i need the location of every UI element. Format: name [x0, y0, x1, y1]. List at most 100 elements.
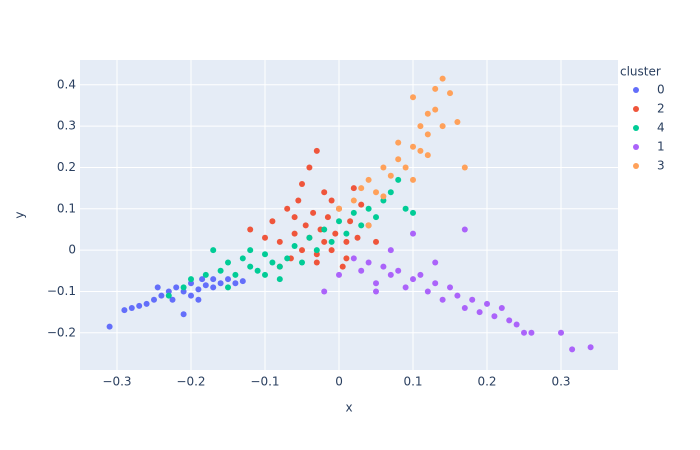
point — [402, 284, 409, 291]
point — [217, 267, 224, 274]
point — [302, 222, 309, 229]
point — [395, 176, 402, 183]
point — [439, 75, 446, 82]
point — [339, 263, 346, 270]
point — [380, 164, 387, 171]
point — [199, 276, 206, 283]
point — [195, 296, 202, 303]
point — [321, 226, 328, 233]
point — [365, 205, 372, 212]
point — [521, 329, 528, 336]
point — [343, 255, 350, 262]
legend-label[interactable]: 1 — [657, 140, 665, 154]
x-axis-title: x — [345, 401, 352, 415]
point — [154, 284, 161, 291]
point — [447, 284, 454, 291]
point — [513, 321, 520, 328]
x-tick-label: 0 — [335, 375, 343, 389]
point — [373, 238, 380, 245]
point — [210, 284, 217, 291]
point — [528, 329, 535, 336]
point — [165, 292, 172, 299]
point — [387, 189, 394, 196]
y-tick-label: −0.2 — [47, 325, 76, 339]
point — [180, 284, 187, 291]
legend-marker[interactable] — [633, 87, 639, 93]
point — [239, 278, 246, 285]
legend-marker[interactable] — [633, 125, 639, 131]
legend-title: cluster — [620, 65, 661, 79]
point — [358, 201, 365, 208]
point — [484, 300, 491, 307]
point — [558, 329, 565, 336]
point — [202, 282, 209, 289]
point — [332, 230, 339, 237]
point — [210, 247, 217, 254]
point — [276, 238, 283, 245]
point — [417, 147, 424, 154]
point — [173, 284, 180, 291]
legend-marker[interactable] — [633, 144, 639, 150]
point — [387, 172, 394, 179]
plot-area — [80, 60, 618, 370]
x-tick-label: 0.2 — [477, 375, 496, 389]
point — [291, 243, 298, 249]
point — [121, 307, 128, 314]
point — [461, 164, 468, 171]
point — [310, 209, 317, 216]
point — [276, 263, 283, 270]
point — [225, 259, 232, 266]
point — [165, 288, 172, 295]
x-tick-label: −0.3 — [102, 375, 131, 389]
point — [328, 238, 335, 245]
point — [225, 284, 232, 291]
point — [128, 305, 135, 311]
point — [439, 296, 446, 303]
point — [432, 280, 439, 287]
point — [350, 197, 357, 204]
point — [347, 218, 354, 225]
legend-label[interactable]: 2 — [657, 102, 665, 116]
legend-label[interactable]: 4 — [657, 121, 665, 135]
x-tick-label: 0.3 — [551, 375, 570, 389]
point — [432, 259, 439, 266]
point — [373, 214, 380, 221]
point — [321, 238, 328, 245]
point — [365, 176, 372, 183]
point — [262, 234, 269, 241]
point — [373, 189, 380, 196]
y-tick-label: 0 — [68, 243, 76, 257]
y-tick-label: 0.4 — [57, 77, 76, 91]
point — [417, 123, 424, 130]
point — [247, 226, 254, 233]
point — [321, 189, 328, 196]
point — [269, 218, 276, 225]
point — [195, 286, 202, 293]
point — [424, 131, 431, 138]
point — [284, 255, 291, 262]
point — [188, 276, 195, 283]
point — [210, 276, 217, 283]
legend-marker[interactable] — [633, 106, 639, 112]
point — [498, 305, 505, 311]
point — [380, 263, 387, 270]
point — [324, 214, 331, 221]
point — [395, 139, 402, 146]
legend-marker[interactable] — [633, 163, 639, 169]
legend-label[interactable]: 3 — [657, 159, 665, 173]
point — [269, 259, 276, 266]
point — [239, 255, 246, 262]
point — [106, 323, 113, 330]
point — [313, 147, 320, 154]
point — [276, 276, 283, 283]
point — [387, 271, 394, 278]
legend-label[interactable]: 0 — [657, 83, 665, 97]
point — [410, 176, 417, 183]
point — [336, 205, 343, 212]
point — [188, 280, 195, 287]
point — [387, 247, 394, 254]
point — [395, 156, 402, 163]
point — [188, 292, 195, 299]
point — [232, 271, 239, 278]
